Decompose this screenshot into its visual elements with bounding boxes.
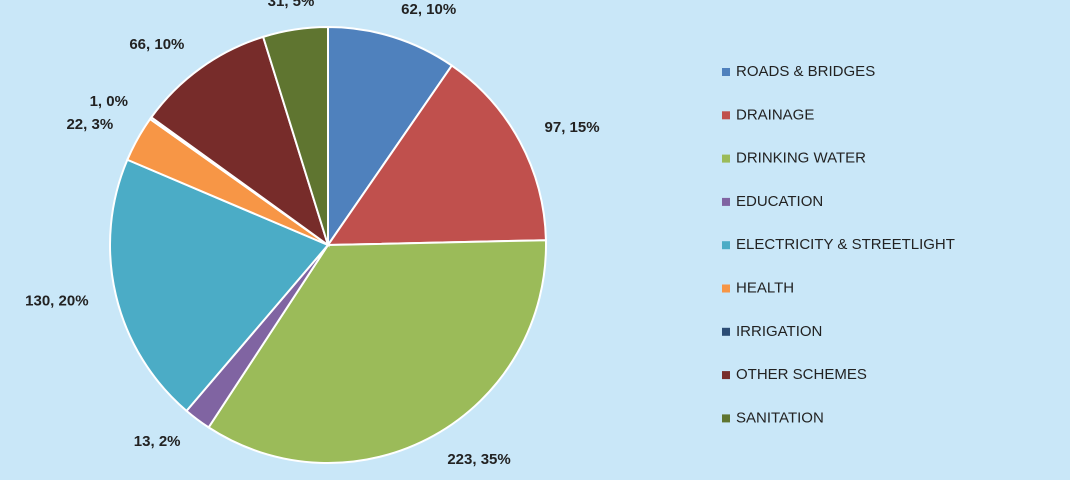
legend-swatch bbox=[722, 414, 730, 423]
legend-label: IRRIGATION bbox=[736, 323, 822, 340]
pie-slice bbox=[326, 64, 547, 247]
data-label: 97, 15% bbox=[545, 119, 600, 136]
data-label: 22, 3% bbox=[66, 116, 113, 133]
data-label: 66, 10% bbox=[129, 36, 184, 53]
data-label: 130, 20% bbox=[25, 292, 88, 309]
legend-swatch bbox=[722, 327, 730, 336]
legend-label: SANITATION bbox=[736, 409, 824, 426]
legend-swatch bbox=[722, 284, 730, 293]
legend-swatch bbox=[722, 371, 730, 380]
data-label: 62, 10% bbox=[401, 1, 456, 18]
legend-label: ROADS & BRIDGES bbox=[736, 63, 875, 80]
data-label: 1, 0% bbox=[90, 93, 128, 110]
pie-slice bbox=[207, 239, 547, 464]
data-label: 223, 35% bbox=[447, 451, 510, 468]
legend-label: DRINKING WATER bbox=[736, 150, 866, 167]
legend-swatch bbox=[722, 197, 730, 206]
legend-swatch bbox=[722, 111, 730, 120]
legend-swatch bbox=[722, 154, 730, 163]
data-label: 13, 2% bbox=[134, 433, 181, 450]
legend-label: OTHER SCHEMES bbox=[736, 366, 867, 383]
legend-label: HEALTH bbox=[736, 279, 794, 296]
legend-swatch bbox=[722, 241, 730, 250]
legend-label: ELECTRICITY & STREETLIGHT bbox=[736, 236, 955, 253]
pie-slice bbox=[261, 25, 329, 246]
legend-label: DRAINAGE bbox=[736, 106, 814, 123]
legend-swatch bbox=[722, 68, 730, 76]
pie-slice bbox=[327, 25, 454, 249]
legend-label: EDUCATION bbox=[736, 193, 823, 210]
pie-slice bbox=[149, 35, 330, 248]
data-label: 31, 5% bbox=[268, 0, 315, 10]
